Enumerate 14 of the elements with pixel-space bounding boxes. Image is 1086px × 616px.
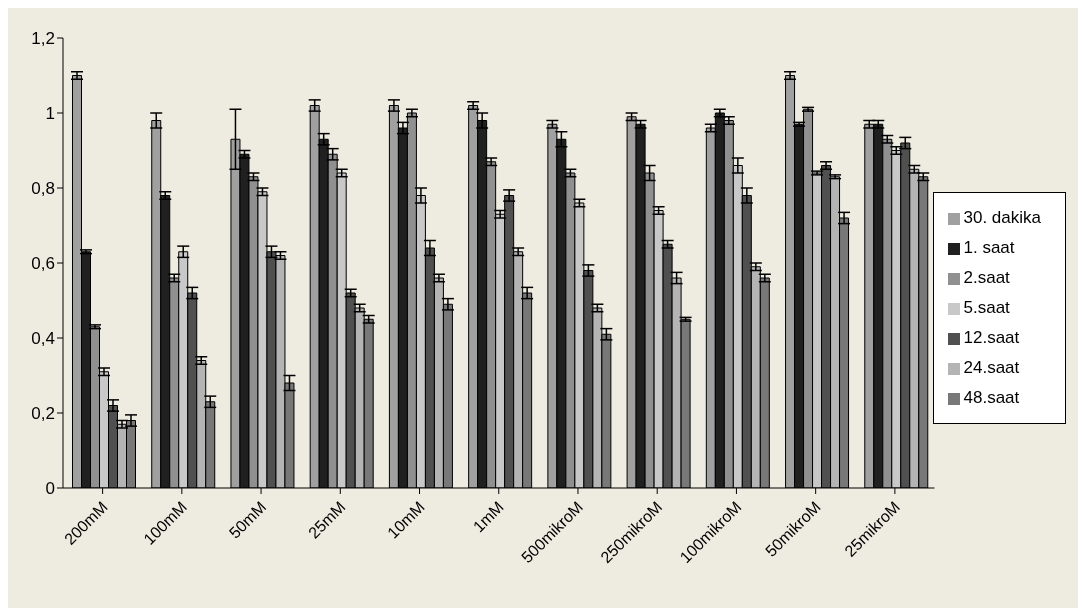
legend-label: 48.saat — [963, 388, 1020, 407]
y-tick-label: 0 — [45, 479, 55, 499]
y-tick-label: 0,2 — [31, 404, 55, 424]
y-tick-label: 0,4 — [31, 329, 55, 349]
legend-label: 30. dakika — [963, 208, 1041, 227]
legend-label: 1. saat — [963, 238, 1015, 257]
legend-label: 12.saat — [963, 328, 1020, 347]
y-tick-label: 0,8 — [31, 179, 55, 199]
y-tick-label: 1 — [45, 104, 55, 124]
y-tick-label: 0,6 — [31, 254, 55, 274]
legend-label: 24.saat — [963, 358, 1020, 377]
legend-label: 2.saat — [963, 268, 1010, 287]
y-tick-label: 1,2 — [31, 29, 55, 49]
legend-label: 5.saat — [963, 298, 1010, 317]
